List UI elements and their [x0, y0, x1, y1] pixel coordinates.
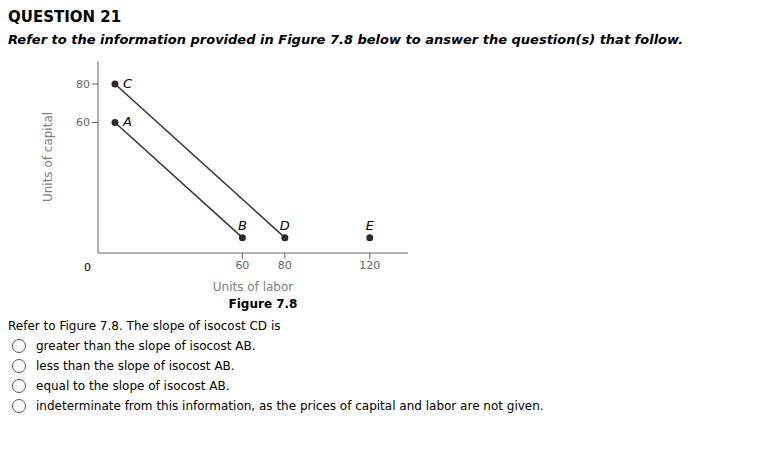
svg-text:Units of labor: Units of labor: [213, 280, 294, 294]
html-text:greater than the slope of isoc: greater than the slope of isocost AB.: [36, 339, 256, 353]
html-text:Figure 7.8: Figure 7.8: [228, 297, 298, 311]
svg-text:D: D: [280, 218, 290, 233]
svg-text:B: B: [238, 218, 247, 233]
svg-text:Units of capital: Units of capital: [41, 112, 55, 202]
svg-text:60: 60: [76, 116, 90, 129]
svg-text:80: 80: [76, 78, 90, 91]
html-text:0: 0: [84, 261, 91, 274]
html-text:less than the slope of isocost: less than the slope of isocost AB.: [36, 359, 235, 373]
html-text:Refer to the information provi: Refer to the information provided in Fig…: [8, 32, 684, 47]
svg-text:C: C: [123, 76, 133, 91]
svg-text:80: 80: [278, 259, 292, 272]
html-text:Refer to Figure 7.8. The slope: Refer to Figure 7.8. The slope of isocos…: [8, 319, 281, 333]
svg-text:E: E: [366, 218, 375, 233]
svg-text:120: 120: [359, 259, 380, 272]
html-text:equal to the slope of isocost: equal to the slope of isocost AB.: [36, 379, 230, 393]
svg-text:A: A: [122, 114, 132, 129]
html-text:QUESTION 21: QUESTION 21: [8, 8, 122, 26]
html-text:indeterminate from this inform: indeterminate from this information, as …: [36, 399, 544, 413]
svg-text:60: 60: [235, 259, 249, 272]
